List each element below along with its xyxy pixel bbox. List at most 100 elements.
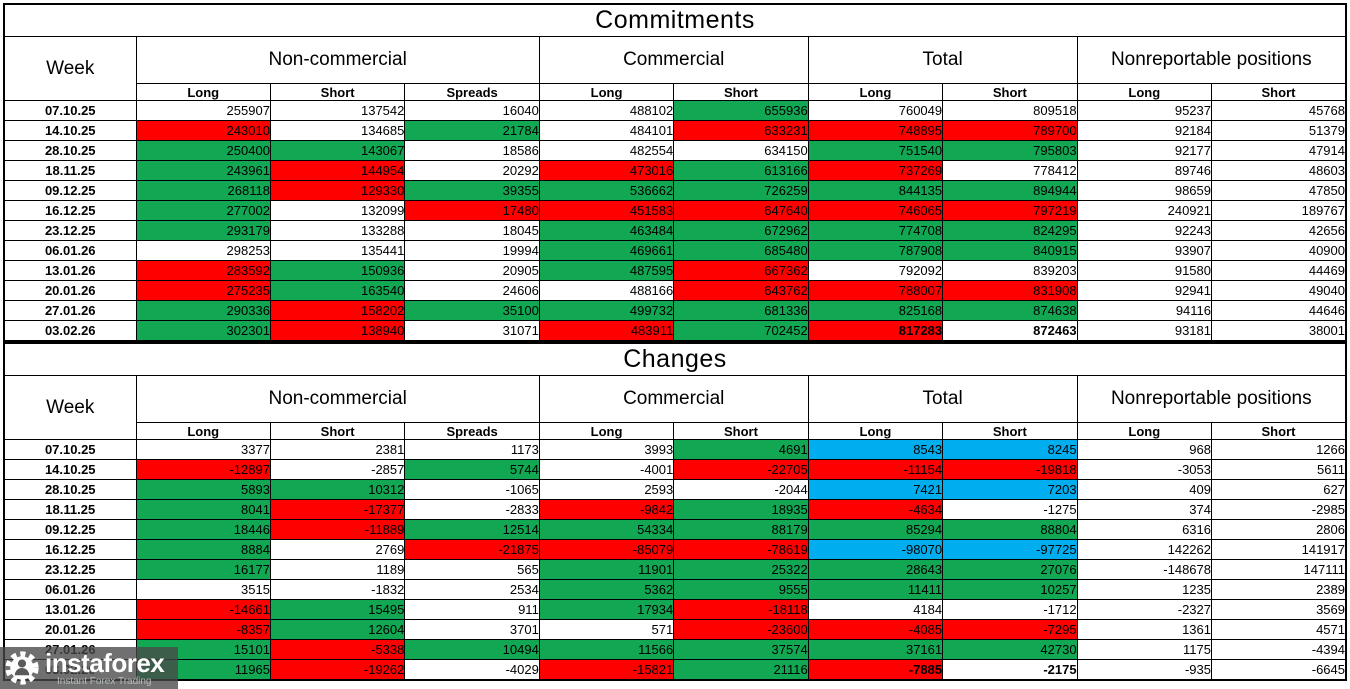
value-cell: 290336	[135, 300, 271, 321]
value-cell: 12604	[269, 619, 406, 640]
value-cell: 24606	[404, 280, 540, 301]
week-cell: 20.01.26	[3, 280, 137, 301]
column-header: Short	[673, 83, 809, 101]
value-cell: -935	[1076, 659, 1213, 681]
value-cell: -1712	[942, 599, 1078, 620]
week-cell: 14.10.25	[3, 120, 137, 141]
week-cell: 27.01.26	[3, 300, 137, 321]
value-cell: 141917	[1211, 539, 1347, 560]
column-header: Short	[269, 83, 406, 101]
value-cell: 634150	[673, 140, 809, 161]
watermark-text: instaforex Instant Forex Trading	[45, 647, 165, 687]
value-cell: 16040	[404, 100, 540, 121]
brand-name: instaforex	[45, 647, 165, 678]
value-cell: 25322	[673, 559, 809, 580]
week-cell: 28.10.25	[3, 479, 137, 500]
value-cell: 3569	[1211, 599, 1347, 620]
value-cell: -14661	[135, 599, 271, 620]
value-cell: 135441	[269, 240, 406, 261]
value-cell: 11901	[538, 559, 675, 580]
value-cell: 824295	[942, 220, 1078, 241]
value-cell: -2327	[1076, 599, 1213, 620]
value-cell: 37161	[807, 639, 944, 660]
value-cell: -11154	[807, 459, 944, 480]
value-cell: 134685	[269, 120, 406, 141]
value-cell: 142262	[1076, 539, 1213, 560]
value-cell: 1175	[1076, 639, 1213, 660]
value-cell: 792092	[807, 260, 944, 281]
value-cell: 147111	[1211, 559, 1347, 580]
value-cell: 93181	[1076, 320, 1213, 342]
value-cell: 6316	[1076, 519, 1213, 540]
value-cell: 92941	[1076, 280, 1213, 301]
week-cell: 09.12.25	[3, 180, 137, 201]
value-cell: 487595	[538, 260, 675, 281]
group-header: Commercial	[538, 36, 809, 84]
value-cell: 8543	[807, 439, 944, 460]
value-cell: 31071	[404, 320, 540, 342]
value-cell: 38001	[1211, 320, 1347, 342]
week-cell: 16.12.25	[3, 200, 137, 221]
value-cell: 5744	[404, 459, 540, 480]
value-cell: 11566	[538, 639, 675, 660]
value-cell: 8245	[942, 439, 1078, 460]
week-cell: 28.10.25	[3, 140, 137, 161]
value-cell: 21116	[673, 659, 809, 681]
value-cell: 894944	[942, 180, 1078, 201]
value-cell: -1832	[269, 579, 406, 600]
value-cell: -98070	[807, 539, 944, 560]
value-cell: 143067	[269, 140, 406, 161]
value-cell: 2534	[404, 579, 540, 600]
week-cell: 16.12.25	[3, 539, 137, 560]
column-header: Long	[135, 83, 271, 101]
value-cell: -22705	[673, 459, 809, 480]
value-cell: 268118	[135, 180, 271, 201]
column-header: Spreads	[404, 422, 540, 440]
value-cell: 93907	[1076, 240, 1213, 261]
value-cell: 839203	[942, 260, 1078, 281]
week-column-header: Week	[3, 36, 137, 101]
value-cell: 2381	[269, 439, 406, 460]
value-cell: 565	[404, 559, 540, 580]
column-header: Short	[942, 83, 1078, 101]
value-cell: 89746	[1076, 160, 1213, 181]
value-cell: 40900	[1211, 240, 1347, 261]
value-cell: 968	[1076, 439, 1213, 460]
value-cell: 571	[538, 619, 675, 640]
value-cell: 243961	[135, 160, 271, 181]
changes-table: Changes Week Non-commercial Commercial Total…	[3, 342, 1347, 681]
value-cell: 633231	[673, 120, 809, 141]
value-cell: 240921	[1076, 200, 1213, 221]
value-cell: 672962	[673, 220, 809, 241]
value-cell: 748895	[807, 120, 944, 141]
value-cell: 88179	[673, 519, 809, 540]
value-cell: 3515	[135, 579, 271, 600]
value-cell: 293179	[135, 220, 271, 241]
value-cell: -4394	[1211, 639, 1347, 660]
value-cell: 44469	[1211, 260, 1347, 281]
value-cell: 10312	[269, 479, 406, 500]
value-cell: 18045	[404, 220, 540, 241]
week-cell: 07.10.25	[3, 439, 137, 460]
value-cell: -1065	[404, 479, 540, 500]
value-cell: 751540	[807, 140, 944, 161]
value-cell: -5338	[269, 639, 406, 660]
column-header: Short	[1211, 422, 1347, 440]
value-cell: -2985	[1211, 499, 1347, 520]
value-cell: 469661	[538, 240, 675, 261]
value-cell: 499732	[538, 300, 675, 321]
value-cell: 4691	[673, 439, 809, 460]
value-cell: -4001	[538, 459, 675, 480]
group-header: Total	[807, 375, 1078, 423]
value-cell: 483911	[538, 320, 675, 342]
week-cell: 14.10.25	[3, 459, 137, 480]
group-header: Total	[807, 36, 1078, 84]
value-cell: 5362	[538, 579, 675, 600]
value-cell: 2769	[269, 539, 406, 560]
week-cell: 07.10.25	[3, 100, 137, 121]
value-cell: 9555	[673, 579, 809, 600]
value-cell: -9842	[538, 499, 675, 520]
value-cell: 12514	[404, 519, 540, 540]
value-cell: 275235	[135, 280, 271, 301]
value-cell: -2857	[269, 459, 406, 480]
